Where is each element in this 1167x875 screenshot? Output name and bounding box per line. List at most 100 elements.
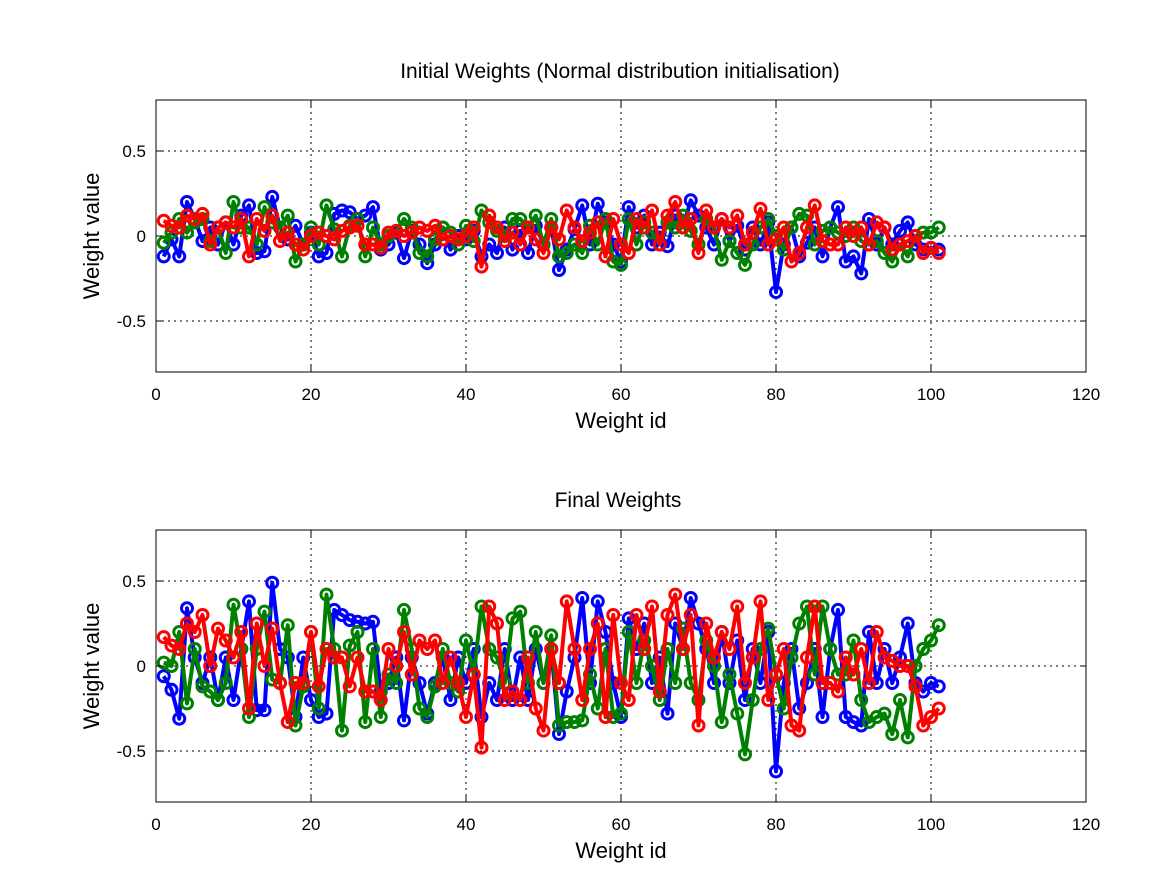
data-point xyxy=(187,625,202,639)
data-point xyxy=(738,237,752,252)
data-point xyxy=(521,246,535,260)
data-point xyxy=(753,237,768,252)
data-point xyxy=(397,229,411,243)
data-point xyxy=(164,638,179,653)
data-point xyxy=(513,212,528,226)
data-point xyxy=(823,237,838,252)
data-point xyxy=(420,249,435,264)
data-point xyxy=(366,684,380,699)
data-point xyxy=(652,237,667,252)
data-point xyxy=(218,633,233,648)
data-point xyxy=(645,203,659,218)
data-point xyxy=(598,249,613,264)
data-point xyxy=(358,237,373,252)
data-point xyxy=(366,200,380,215)
data-point xyxy=(606,710,621,724)
data-point xyxy=(924,633,938,648)
data-point xyxy=(211,693,225,707)
final-weights-chart: Final Weights 0 20 40 60 80 100 120 -0.5 0 0.5 We… xyxy=(79,489,1100,863)
data-point xyxy=(862,676,876,690)
data-point xyxy=(676,642,690,656)
data-point xyxy=(296,676,311,690)
data-point xyxy=(482,599,497,614)
data-point xyxy=(815,234,830,249)
data-point xyxy=(583,225,597,240)
data-point xyxy=(652,684,667,699)
data-point xyxy=(404,667,419,682)
data-point xyxy=(916,225,931,240)
data-point xyxy=(327,650,342,665)
data-point xyxy=(172,711,187,726)
data-point xyxy=(893,650,907,665)
data-point xyxy=(342,613,357,628)
data-point xyxy=(900,249,915,264)
data-point xyxy=(552,727,566,741)
data-point xyxy=(335,650,349,665)
data-point xyxy=(164,218,179,233)
data-point xyxy=(536,246,551,260)
data-point xyxy=(567,220,582,235)
data-point xyxy=(443,693,458,707)
data-point xyxy=(505,225,520,240)
data-point xyxy=(443,229,458,243)
data-point xyxy=(683,193,698,208)
data-point xyxy=(443,650,458,665)
data-point xyxy=(838,650,853,665)
x-tick-label: 40 xyxy=(457,385,476,404)
data-point xyxy=(412,246,427,260)
data-point xyxy=(226,195,241,209)
data-point xyxy=(474,740,489,755)
data-point xyxy=(931,618,946,633)
data-point xyxy=(397,625,411,639)
data-point xyxy=(660,642,675,656)
data-point xyxy=(559,246,574,260)
x-tick-label: 120 xyxy=(1072,385,1100,404)
data-point xyxy=(714,212,729,226)
data-point xyxy=(180,195,194,209)
data-point xyxy=(707,650,721,665)
series-layer xyxy=(156,189,946,300)
data-point xyxy=(211,621,225,636)
data-point xyxy=(459,633,473,648)
data-point xyxy=(784,220,799,235)
x-tick-label: 100 xyxy=(917,815,945,834)
data-point xyxy=(366,614,380,629)
data-point xyxy=(769,764,783,779)
data-point xyxy=(474,599,489,614)
x-tick-label: 100 xyxy=(917,385,945,404)
data-point xyxy=(916,642,931,656)
data-point xyxy=(815,249,830,264)
data-point xyxy=(800,676,814,690)
data-point xyxy=(885,727,900,741)
data-point xyxy=(831,684,845,699)
data-point xyxy=(730,208,745,223)
data-point xyxy=(397,713,411,728)
data-point xyxy=(738,693,752,707)
x-axis-label: Weight id xyxy=(575,408,666,433)
data-point xyxy=(544,212,559,226)
data-point xyxy=(350,650,365,665)
data-point xyxy=(218,676,233,690)
data-point xyxy=(784,254,799,269)
data-point xyxy=(226,220,241,235)
data-point xyxy=(335,249,349,264)
data-point xyxy=(629,608,644,622)
x-axis-label: Weight id xyxy=(575,838,666,863)
data-point xyxy=(466,667,481,682)
data-point xyxy=(521,220,535,235)
data-point xyxy=(893,659,907,673)
data-point xyxy=(730,599,745,614)
data-point xyxy=(900,659,915,673)
data-point xyxy=(583,642,597,656)
data-point xyxy=(544,642,559,656)
data-point xyxy=(156,655,171,670)
data-point xyxy=(931,220,946,235)
data-point xyxy=(420,710,435,724)
data-point xyxy=(319,229,334,243)
data-point xyxy=(900,730,915,745)
ticks: 0 20 40 60 80 100 120 -0.5 0 0.5 xyxy=(117,100,1100,404)
data-point xyxy=(528,701,543,716)
data-point xyxy=(187,642,202,656)
data-point xyxy=(637,642,652,656)
